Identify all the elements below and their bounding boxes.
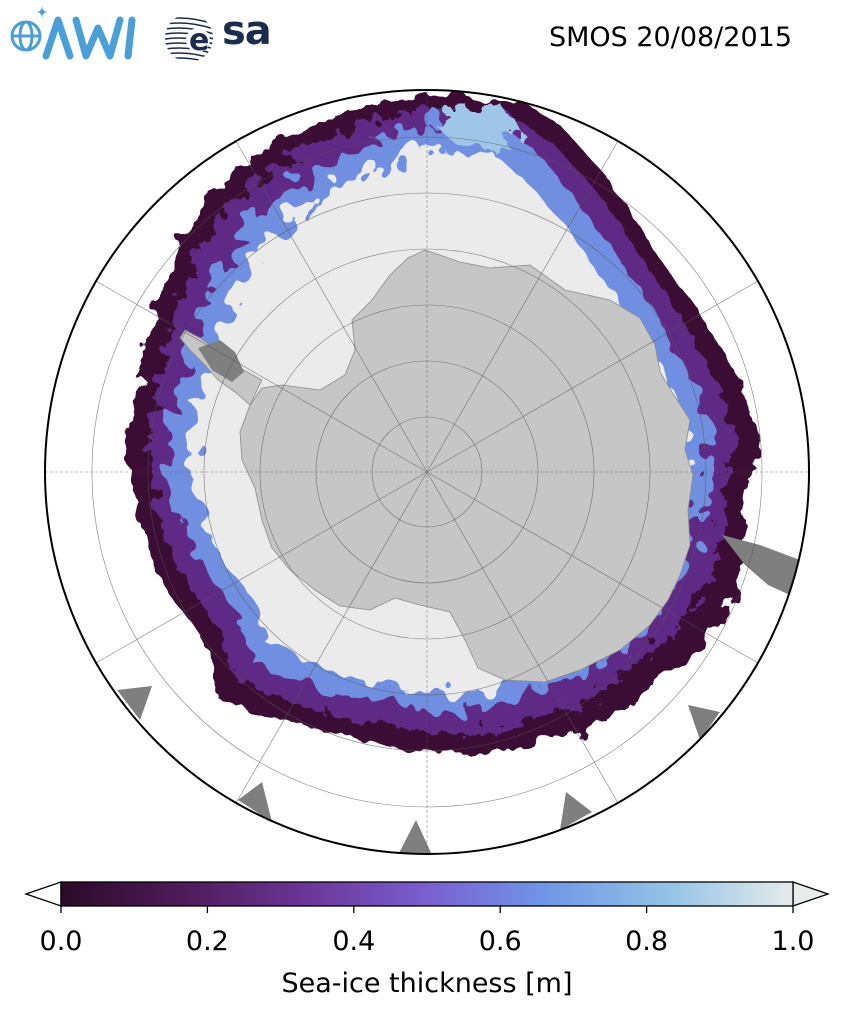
svg-text:e: e: [189, 23, 209, 58]
colorbar-gradient: [60, 881, 794, 907]
awi-logo: [10, 6, 136, 60]
sea-ice-lightblue-patch: [440, 108, 520, 150]
map-boundary: [44, 89, 810, 855]
map-title: SMOS 20/08/2015: [548, 22, 792, 53]
esa-globe-icon: e: [165, 17, 213, 62]
colorbar-extend-min: [23, 881, 62, 907]
polar-map: [44, 89, 810, 855]
ice-shelf-east-2: [398, 820, 432, 854]
awi-globe-icon: [10, 20, 42, 52]
ice-shelf-ross: [722, 535, 800, 595]
antarctica-landmass: [239, 249, 694, 683]
colorbar-tick-label: 0.2: [186, 926, 229, 957]
ice-shelf-east-1: [238, 782, 272, 822]
esa-wordmark: sa: [222, 8, 272, 54]
ice-shelf-east-4: [688, 705, 720, 740]
esa-logo: e sa: [164, 8, 314, 64]
antarctica: [117, 249, 800, 854]
colorbar-tick-label: 0.6: [479, 926, 522, 957]
graticule: [45, 90, 809, 854]
ice-shelf-east-3: [560, 792, 592, 830]
ice-shelf-amery: [117, 686, 152, 720]
colorbar-tick-label: 0.0: [40, 926, 83, 957]
colorbar-tick-label: 1.0: [772, 926, 815, 957]
awi-star-icon: [36, 6, 48, 18]
colorbar-tick-label: 0.8: [625, 926, 668, 957]
colorbar-extend-max: [792, 881, 831, 907]
colorbar-ticks: 0.0 0.2 0.4 0.6 0.8 1.0: [40, 906, 815, 957]
colorbar: 0.0 0.2 0.4 0.6 0.8 1.0 Sea-ice thickness [m]: [23, 881, 831, 999]
ice-shelf-weddell: [198, 340, 244, 382]
colorbar-tick-label: 0.4: [332, 926, 375, 957]
awi-letters: [42, 16, 136, 60]
logo-bar: e sa: [8, 6, 308, 66]
colorbar-label: Sea-ice thickness [m]: [281, 968, 572, 999]
